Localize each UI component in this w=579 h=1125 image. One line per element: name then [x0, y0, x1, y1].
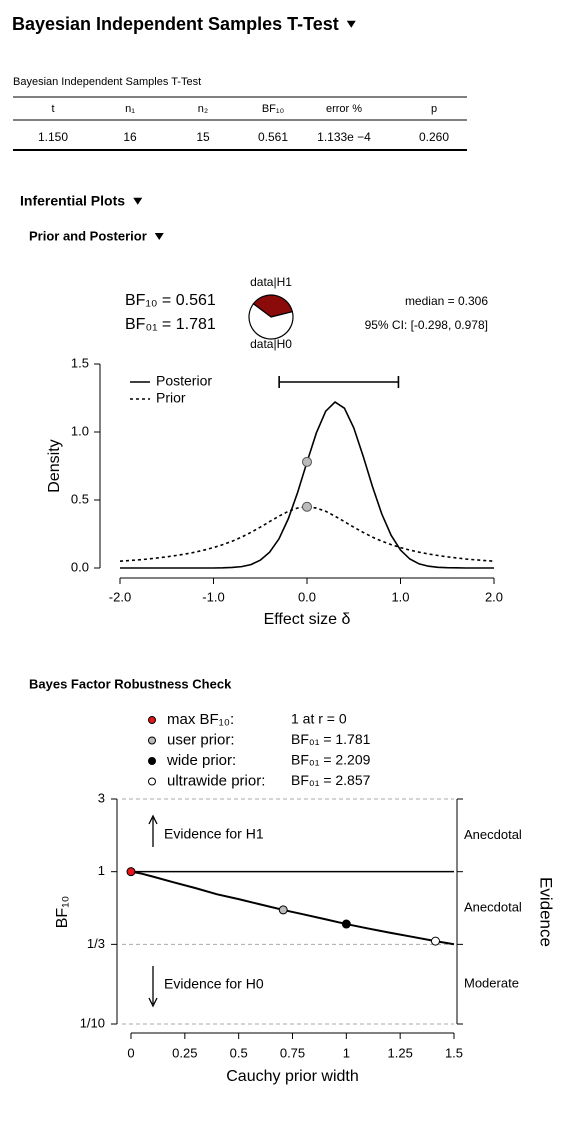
- y-tick-label: 3: [98, 790, 105, 805]
- table-cell: 1.133e −4: [317, 130, 371, 144]
- section-heading[interactable]: Bayes Factor Robustness Check: [29, 676, 232, 691]
- x-tick-label: 2.0: [485, 589, 503, 604]
- x-tick-label: 0.0: [298, 589, 316, 604]
- table-caption: Bayesian Independent Samples T-Test: [13, 76, 201, 88]
- legend-note: 1 at r = 0: [291, 711, 347, 727]
- legend-note: BF₀₁ = 2.857: [291, 772, 371, 788]
- dropdown-icon: [346, 20, 356, 28]
- legend-marker: [148, 736, 156, 745]
- pie-wedge: [252, 294, 294, 318]
- table-cell: 0.561: [258, 130, 288, 144]
- bf-label: BF₀₁ = 1.781: [125, 316, 216, 333]
- y-tick-label: 1/3: [87, 936, 105, 951]
- x-tick-label: 0.25: [172, 1045, 197, 1060]
- dropdown-icon: [133, 197, 143, 205]
- pie-label: data|H0: [250, 337, 292, 351]
- x-tick-label: 1.5: [445, 1045, 463, 1060]
- y-tick-label: 1/10: [80, 1015, 105, 1030]
- bf-point: [430, 936, 440, 946]
- legend-note: BF₀₁ = 1.781: [291, 731, 371, 747]
- density-point: [302, 501, 312, 512]
- ci-label: 95% CI: [-0.298, 0.978]: [365, 318, 488, 332]
- legend-label: ultrawide prior:: [167, 772, 265, 789]
- column-header: error %: [326, 103, 362, 115]
- bf-line: [130, 870, 455, 946]
- x-tick-label: 0.75: [280, 1045, 305, 1060]
- right-axis-title: Evidence: [537, 877, 556, 947]
- x-axis-title: Effect size δ: [264, 611, 351, 628]
- x-tick-label: -2.0: [109, 589, 131, 604]
- y-axis-title: BF₁₀: [54, 896, 71, 928]
- legend-label: Prior: [156, 390, 186, 406]
- table-cell: 0.260: [419, 130, 449, 144]
- x-tick-label: 1: [343, 1045, 350, 1060]
- y-tick-label: 0.5: [71, 491, 89, 506]
- pie-label: data|H1: [250, 275, 292, 289]
- y-axis-title: Density: [46, 439, 63, 492]
- y-tick-label: 1.5: [71, 355, 89, 370]
- legend-marker: [148, 757, 156, 765]
- table-cell: 16: [123, 130, 137, 144]
- bf-label: BF₁₀ = 0.561: [125, 292, 216, 309]
- analysis-title[interactable]: Bayesian Independent Samples T-Test: [12, 14, 339, 34]
- x-tick-label: 1.0: [391, 589, 409, 604]
- section-heading[interactable]: Inferential Plots: [20, 193, 125, 209]
- pie-wedge: [248, 302, 294, 340]
- legend-label: user prior:: [167, 731, 235, 748]
- legend-label: max BF₁₀:: [167, 711, 234, 728]
- y-tick-label: 1.0: [71, 423, 89, 438]
- table-cell: 1.150: [38, 130, 68, 144]
- credible-interval: [278, 376, 400, 388]
- density-line: [119, 505, 495, 562]
- legend-label: Posterior: [156, 373, 212, 389]
- median-label: median = 0.306: [405, 294, 488, 308]
- table-cell: 15: [196, 130, 210, 144]
- dropdown-icon: [154, 232, 164, 240]
- y-tick-label: 1: [98, 863, 105, 878]
- y-tick-label: 0.0: [71, 559, 89, 574]
- column-header: t: [51, 103, 54, 115]
- column-header: n₂: [198, 103, 208, 115]
- legend-marker: [148, 716, 156, 724]
- legend-marker: [148, 777, 156, 786]
- x-tick-label: 0.5: [230, 1045, 248, 1060]
- bf-point: [126, 867, 136, 877]
- evidence-category: Moderate: [464, 976, 519, 991]
- section-heading[interactable]: Prior and Posterior: [29, 228, 147, 243]
- x-tick-label: 0: [127, 1045, 134, 1060]
- bf-point: [278, 905, 288, 915]
- evidence-category: Anecdotal: [464, 827, 522, 842]
- column-header: BF₁₀: [262, 103, 284, 115]
- density-line: [120, 401, 494, 569]
- legend-label: wide prior:: [166, 752, 236, 769]
- legend-note: BF₀₁ = 2.209: [291, 752, 371, 768]
- x-axis-title: Cauchy prior width: [226, 1068, 359, 1085]
- x-tick-label: 1.25: [388, 1045, 413, 1060]
- arrow-head: [148, 997, 158, 1008]
- x-tick-label: -1.0: [202, 589, 224, 604]
- arrow-head: [148, 814, 158, 825]
- density-point: [302, 456, 312, 467]
- bf-point: [341, 919, 351, 929]
- column-header: n₁: [125, 103, 135, 115]
- column-header: p: [431, 103, 437, 115]
- evidence-h1: Evidence for H1: [164, 826, 264, 842]
- evidence-category: Anecdotal: [464, 899, 522, 914]
- evidence-h0: Evidence for H0: [164, 976, 264, 992]
